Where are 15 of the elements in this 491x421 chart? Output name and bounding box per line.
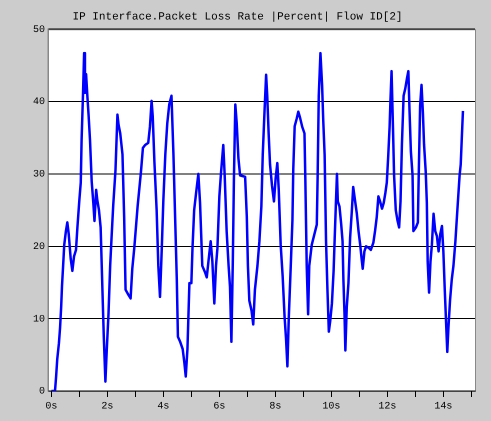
y-tick-label: 10 [32,314,45,326]
x-tick-label: 12s [378,402,396,413]
x-tick-label: 14s [434,402,452,413]
y-tick-label: 0 [38,386,45,398]
x-tick-label: 0s [45,402,58,413]
x-tick-label: 10s [322,402,340,413]
y-tick-label: 30 [32,170,45,181]
chart-title: IP Interface.Packet Loss Rate |Percent| Flow ID[2] [72,12,403,24]
y-tick-label: 40 [32,97,45,108]
x-tick-label: 4s [157,402,170,413]
x-tick-label: 8s [269,402,282,413]
y-tick-label: 20 [32,242,45,253]
x-tick-label: 2s [101,402,114,413]
x-tick-label: 6s [213,402,226,413]
y-tick-label: 50 [32,24,45,36]
